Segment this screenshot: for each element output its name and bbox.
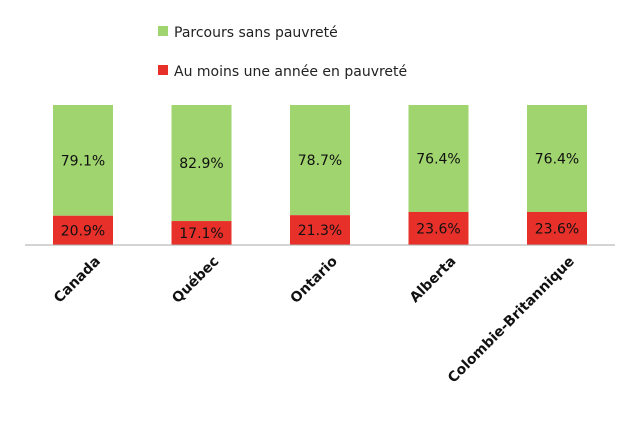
data-label-sans-pauvrete-alberta: 76.4% [416,151,460,167]
bar-sans-pauvrete-canada [53,105,113,216]
data-label-sans-pauvrete-canada: 79.1% [61,153,105,169]
bar-sans-pauvrete-colombie-britannique [527,105,587,212]
bar-pauvrete-canada [53,215,113,245]
legend-label-sans-pauvrete: Parcours sans pauvreté [174,25,338,41]
x-tick-label-colombie-britannique: Colombie-Britannique [445,254,578,387]
data-label-pauvrete-ontario: 21.3% [298,223,342,239]
bar-pauvrete-alberta [408,211,469,245]
legend-label-pauvrete: Au moins une année en pauvreté [174,64,407,80]
legend: Parcours sans pauvreté Au moins une anné… [158,25,407,80]
x-tick-label-canada: Canada [51,254,104,307]
bar-sans-pauvrete-ontario [290,105,350,216]
bar-pauvrete-quebec [171,221,232,245]
data-label-sans-pauvrete-quebec: 82.9% [179,156,223,172]
data-label-sans-pauvrete-colombie-britannique: 76.4% [535,151,579,167]
data-label-pauvrete-canada: 20.9% [61,223,105,239]
bar-sans-pauvrete-quebec [171,105,232,222]
bar-pauvrete-ontario [290,215,350,245]
x-tick-label-ontario: Ontario [288,253,342,307]
data-label-pauvrete-quebec: 17.1% [179,226,223,242]
bar-sans-pauvrete-alberta [408,105,469,212]
x-axis-labels: Canada Québec Ontario AlbertaColombie-Brita… [51,253,578,386]
bar-pauvrete-colombie-britannique [527,211,587,245]
legend-swatch-pauvrete [158,65,168,75]
data-label-pauvrete-alberta: 23.6% [416,221,460,237]
legend-swatch-sans-pauvrete [158,26,168,36]
x-tick-label-alberta: Alberta [407,254,459,306]
bars: 79.1% 20.9% 82.9% 17.1% 78.7% 21.3% 76.4% 23.6%… [53,105,587,245]
data-label-sans-pauvrete-ontario: 78.7% [298,153,342,169]
x-tick-label-quebec: Québec [169,254,222,307]
data-label-pauvrete-colombie-britannique: 23.6% [535,221,579,237]
